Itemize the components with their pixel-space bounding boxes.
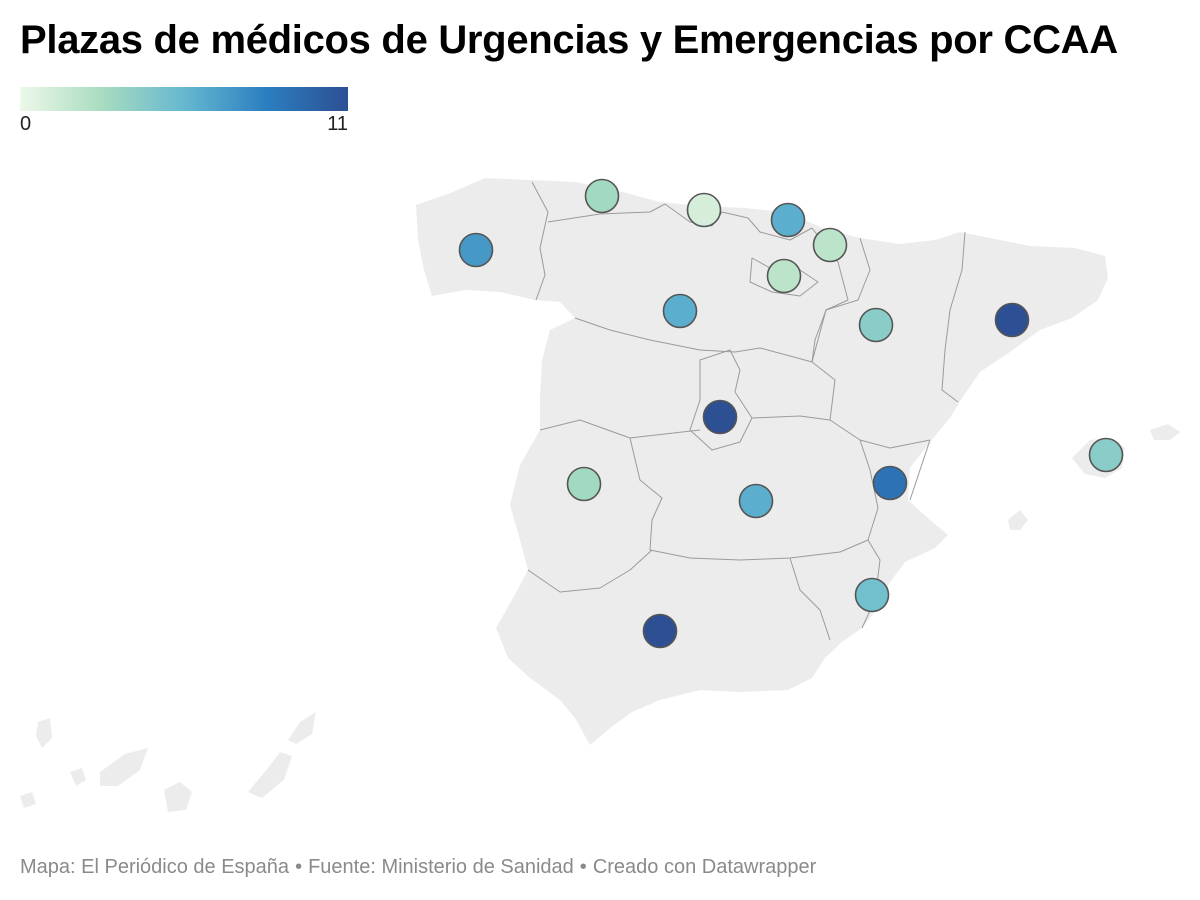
region-bubble[interactable] bbox=[566, 466, 602, 502]
region-bubble[interactable] bbox=[738, 483, 774, 519]
castilla-leon-border bbox=[574, 309, 827, 363]
valencia-border bbox=[909, 439, 931, 501]
canary-island-3-shape bbox=[100, 748, 148, 786]
region-bubble[interactable] bbox=[872, 465, 908, 501]
land-layer bbox=[20, 178, 1180, 812]
footer-separator-1: • bbox=[295, 856, 303, 878]
catalonia-border bbox=[941, 231, 966, 403]
region-bubble[interactable] bbox=[854, 577, 890, 613]
footer-separator-2: • bbox=[579, 856, 587, 878]
madrid-border bbox=[689, 349, 753, 451]
map-credit: Mapa: El Periódico de España bbox=[20, 856, 290, 878]
map-title: Plazas de médicos de Urgencias y Emergen… bbox=[20, 18, 1118, 62]
region-bubble[interactable] bbox=[662, 293, 698, 329]
color-legend: 0 11 bbox=[20, 87, 348, 137]
footer-credits: Mapa: El Periódico de España • Fuente: Min… bbox=[20, 856, 816, 879]
region-bubble[interactable] bbox=[458, 232, 494, 268]
canary-island-2-shape bbox=[70, 768, 86, 786]
region-bubble[interactable] bbox=[994, 302, 1030, 338]
region-bubble[interactable] bbox=[858, 307, 894, 343]
region-bubble[interactable] bbox=[770, 202, 806, 238]
tool-credit: Creado con Datawrapper bbox=[592, 856, 817, 878]
region-bubble[interactable] bbox=[766, 258, 802, 294]
ibiza-shape bbox=[1008, 510, 1028, 530]
canary-island-1-shape bbox=[36, 718, 52, 748]
legend-gradient-bar bbox=[20, 87, 348, 111]
region-bubble[interactable] bbox=[686, 192, 722, 228]
canary-island-7-shape bbox=[20, 792, 36, 808]
legend-min-label: 0 bbox=[20, 113, 32, 135]
region-bubble[interactable] bbox=[1088, 437, 1124, 473]
region-bubbles bbox=[458, 178, 1124, 649]
menorca-shape bbox=[1150, 424, 1180, 440]
canary-island-6-shape bbox=[288, 712, 316, 744]
region-bubble[interactable] bbox=[584, 178, 620, 214]
legend-max-label: 11 bbox=[327, 113, 348, 135]
castilla-mancha-border bbox=[539, 415, 879, 561]
source-credit: Fuente: Ministerio de Sanidad bbox=[308, 856, 574, 878]
region-bubble[interactable] bbox=[702, 399, 738, 435]
region-bubble[interactable] bbox=[812, 227, 848, 263]
canary-island-4-shape bbox=[164, 782, 192, 812]
aragon-border bbox=[811, 237, 931, 449]
basque-border bbox=[721, 211, 813, 241]
spain-mainland-shape bbox=[416, 178, 1108, 745]
galicia-border bbox=[531, 181, 549, 301]
canary-island-5-shape bbox=[248, 752, 292, 798]
extremadura-border bbox=[527, 549, 653, 593]
asturias-border bbox=[547, 203, 666, 223]
region-bubble[interactable] bbox=[642, 613, 678, 649]
